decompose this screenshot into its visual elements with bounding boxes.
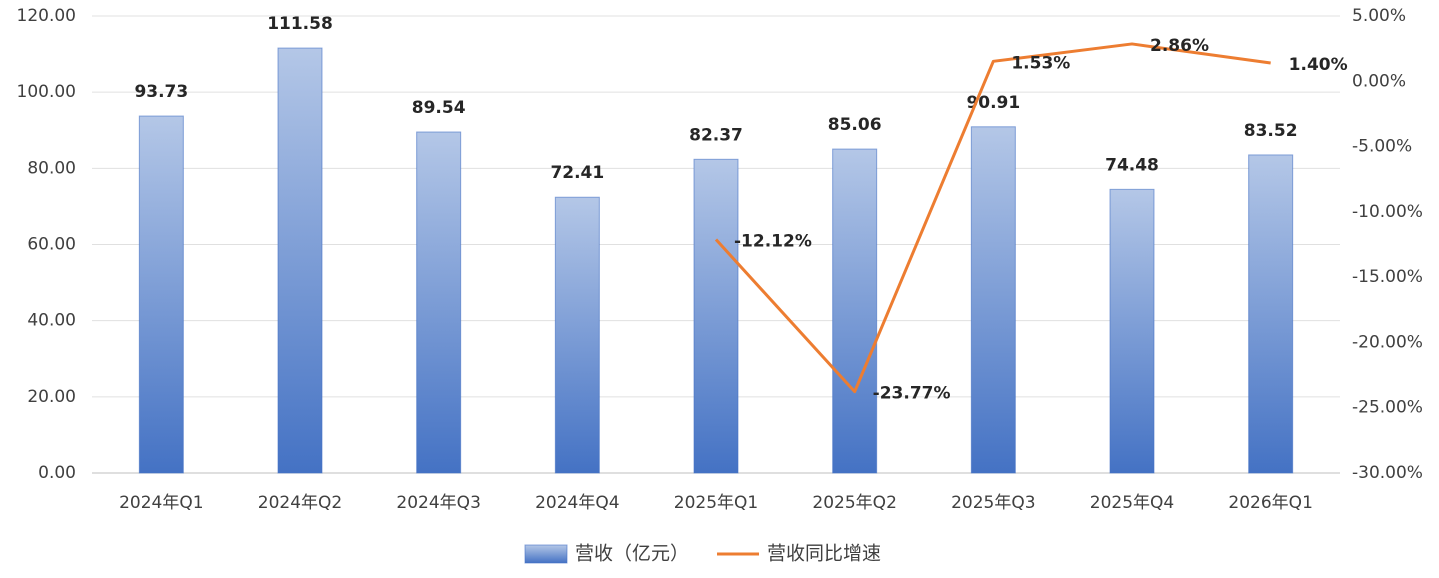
y-tick-label: 80.00 [27, 158, 76, 178]
bar [1109, 188, 1155, 474]
legend-swatch [524, 544, 568, 564]
bar [138, 115, 184, 474]
bar [1248, 154, 1294, 474]
bar [832, 148, 878, 474]
bar [277, 47, 323, 474]
bar-value-label: 85.06 [828, 115, 882, 135]
bar-value-label: 83.52 [1244, 121, 1298, 141]
y-tick-label: 0.00 [38, 463, 76, 483]
line-value-label: -23.77% [873, 384, 951, 404]
y-tick-label: 20.00 [27, 387, 76, 407]
y-tick-label: 100.00 [17, 82, 76, 102]
x-tick-label: 2026年Q1 [1228, 493, 1312, 513]
line-value-label: 2.86% [1150, 36, 1209, 56]
bar [416, 131, 462, 474]
x-tick-label: 2024年Q1 [119, 493, 203, 513]
line-value-label: 1.40% [1289, 55, 1348, 75]
bar [693, 158, 739, 474]
legend-label: 营收（亿元） [575, 543, 689, 565]
bar-value-label: 82.37 [689, 125, 743, 145]
y2-tick-label: -25.00% [1352, 398, 1423, 418]
y2-tick-label: -10.00% [1352, 202, 1423, 222]
line-value-label: 1.53% [1011, 53, 1070, 73]
y-tick-label: 120.00 [17, 6, 76, 26]
line-value-label: -12.12% [734, 232, 812, 252]
y2-tick-label: -15.00% [1352, 267, 1423, 287]
x-tick-label: 2025年Q4 [1090, 493, 1174, 513]
x-tick-label: 2024年Q3 [396, 493, 480, 513]
bar [554, 196, 600, 474]
bar [970, 126, 1016, 474]
line [714, 42, 1271, 394]
legend-label: 营收同比增速 [767, 543, 881, 565]
bar-value-label: 72.41 [550, 163, 604, 183]
x-tick-label: 2025年Q2 [812, 493, 896, 513]
bar-value-label: 93.73 [134, 82, 188, 102]
bar-value-label: 90.91 [966, 93, 1020, 113]
y-tick-label: 60.00 [27, 235, 76, 255]
x-tick-label: 2024年Q2 [258, 493, 342, 513]
y2-tick-label: -20.00% [1352, 332, 1423, 352]
x-tick-label: 2025年Q3 [951, 493, 1035, 513]
x-tick-label: 2024年Q4 [535, 493, 619, 513]
y-tick-label: 40.00 [27, 311, 76, 331]
bar-value-label: 111.58 [267, 14, 333, 34]
x-tick-label: 2025年Q1 [674, 493, 758, 513]
y2-tick-label: -5.00% [1352, 137, 1412, 157]
bar-value-label: 74.48 [1105, 155, 1159, 175]
y2-tick-label: 0.00% [1352, 71, 1406, 91]
y2-tick-label: -30.00% [1352, 463, 1423, 483]
y2-tick-label: 5.00% [1352, 6, 1406, 26]
bar-value-label: 89.54 [412, 98, 466, 118]
